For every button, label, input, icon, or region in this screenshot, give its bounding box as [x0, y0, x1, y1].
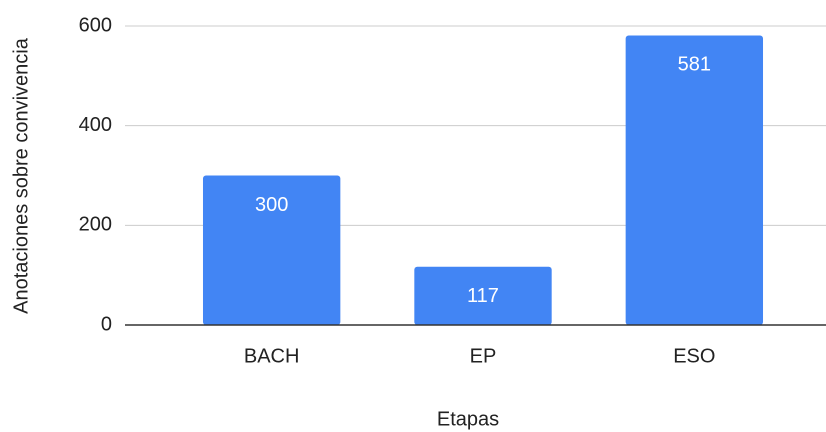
data-label: 581 [678, 54, 711, 76]
data-label: 300 [255, 194, 288, 216]
bar [625, 35, 764, 326]
y-tick-label: 600 [79, 14, 112, 36]
bar [202, 175, 341, 325]
data-label: 117 [467, 285, 499, 307]
y-tick-label: 200 [79, 214, 112, 236]
x-axis-label: Etapas [437, 408, 499, 430]
y-axis-label: Anotaciones sobre convivencia [10, 37, 32, 314]
y-tick-label: 0 [101, 313, 112, 335]
x-tick-label: BACH [244, 345, 300, 367]
y-tick-label: 400 [79, 114, 112, 136]
x-tick-label: ESO [673, 345, 715, 367]
bar [414, 266, 552, 325]
x-tick-label: EP [470, 345, 497, 367]
